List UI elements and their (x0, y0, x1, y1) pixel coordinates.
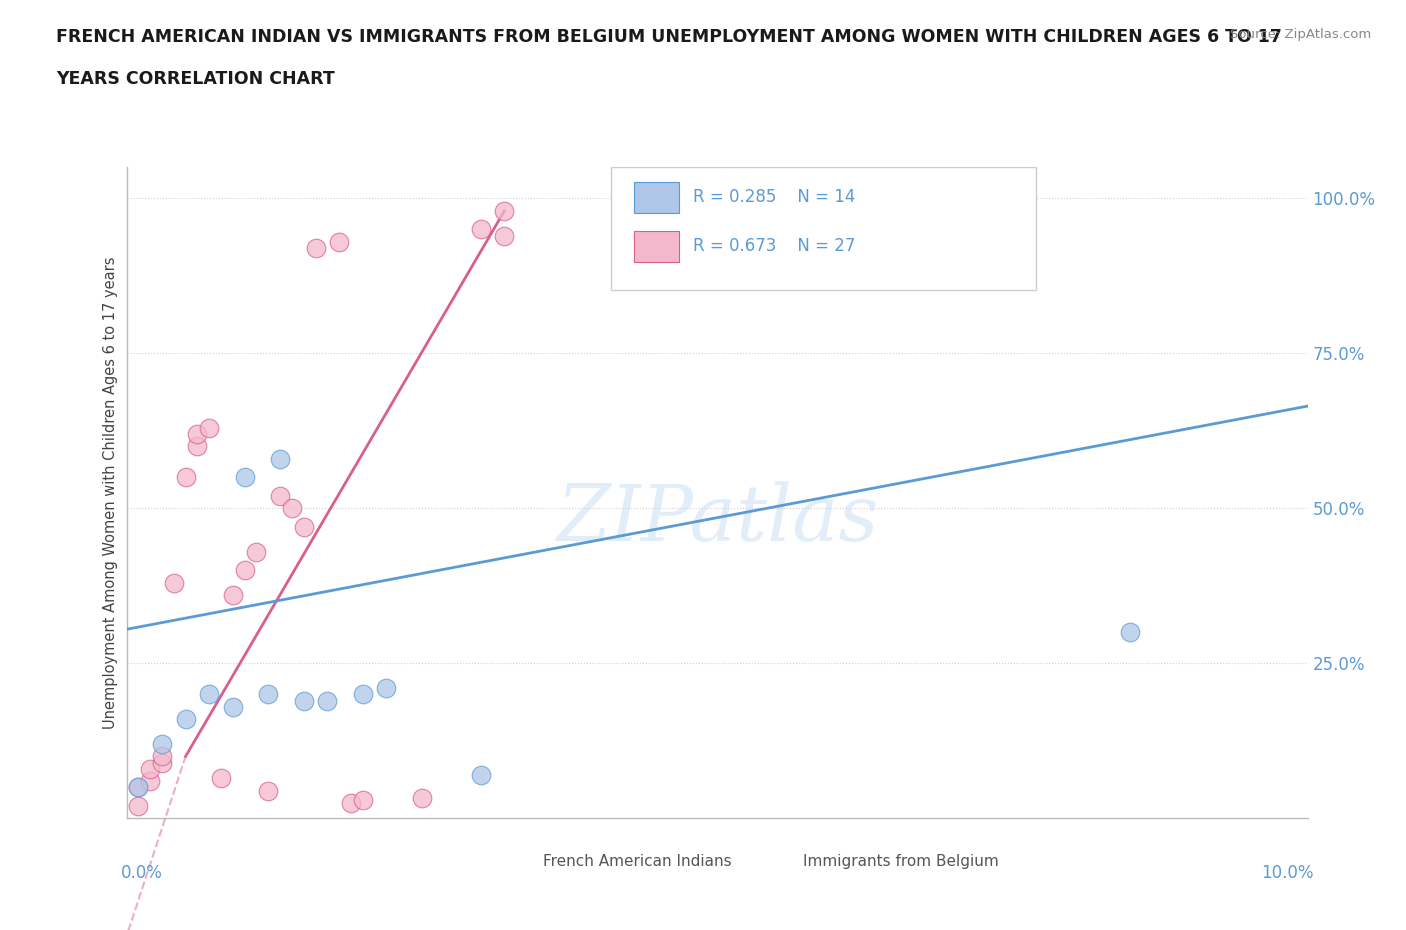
Point (127, 780, 149, 795)
Point (245, 544, 267, 559)
Point (150, 755, 173, 770)
Text: YEARS CORRELATION CHART: YEARS CORRELATION CHART (56, 70, 335, 87)
Y-axis label: Unemployment Among Women with Children Ages 6 to 17 years: Unemployment Among Women with Children A… (103, 257, 118, 729)
Point (174, 711, 197, 726)
Point (198, 687, 221, 702)
FancyBboxPatch shape (634, 181, 679, 213)
Point (127, 780, 149, 795)
Point (375, 681, 398, 696)
Point (150, 737, 173, 751)
Point (470, 222, 492, 237)
Point (222, 588, 245, 603)
Point (233, 563, 256, 578)
Text: ZIPatlas: ZIPatlas (555, 481, 879, 557)
Point (352, 792, 374, 807)
Point (198, 420, 221, 435)
Point (222, 699, 245, 714)
Point (269, 451, 291, 466)
Point (340, 795, 363, 810)
Point (163, 576, 186, 591)
Point (494, 228, 516, 243)
Text: Immigrants from Belgium: Immigrants from Belgium (803, 854, 1000, 869)
Text: Source: ZipAtlas.com: Source: ZipAtlas.com (1230, 28, 1371, 41)
Point (150, 749, 173, 764)
Point (470, 767, 492, 782)
Point (174, 470, 197, 485)
Point (257, 687, 280, 702)
Text: 0.0%: 0.0% (121, 864, 163, 882)
Point (411, 790, 433, 805)
Point (209, 771, 232, 786)
Point (352, 687, 374, 702)
FancyBboxPatch shape (758, 852, 794, 870)
Point (139, 774, 162, 789)
Point (494, 204, 516, 219)
Point (269, 488, 291, 503)
Point (127, 799, 149, 814)
Point (304, 241, 326, 256)
Text: R = 0.285    N = 14: R = 0.285 N = 14 (693, 189, 856, 206)
Text: French American Indians: French American Indians (544, 854, 733, 869)
Point (233, 470, 256, 485)
Point (328, 234, 350, 249)
Point (316, 693, 339, 708)
FancyBboxPatch shape (499, 852, 534, 870)
Point (257, 783, 280, 798)
Point (281, 501, 304, 516)
Point (292, 520, 315, 535)
Text: FRENCH AMERICAN INDIAN VS IMMIGRANTS FROM BELGIUM UNEMPLOYMENT AMONG WOMEN WITH : FRENCH AMERICAN INDIAN VS IMMIGRANTS FRO… (56, 28, 1282, 46)
Point (186, 427, 208, 442)
FancyBboxPatch shape (634, 231, 679, 262)
Point (292, 693, 315, 708)
FancyBboxPatch shape (610, 166, 1036, 290)
Point (139, 762, 162, 777)
Point (1119, 625, 1142, 640)
Text: 10.0%: 10.0% (1261, 864, 1313, 882)
Text: R = 0.673    N = 27: R = 0.673 N = 27 (693, 237, 856, 255)
Point (186, 439, 208, 454)
